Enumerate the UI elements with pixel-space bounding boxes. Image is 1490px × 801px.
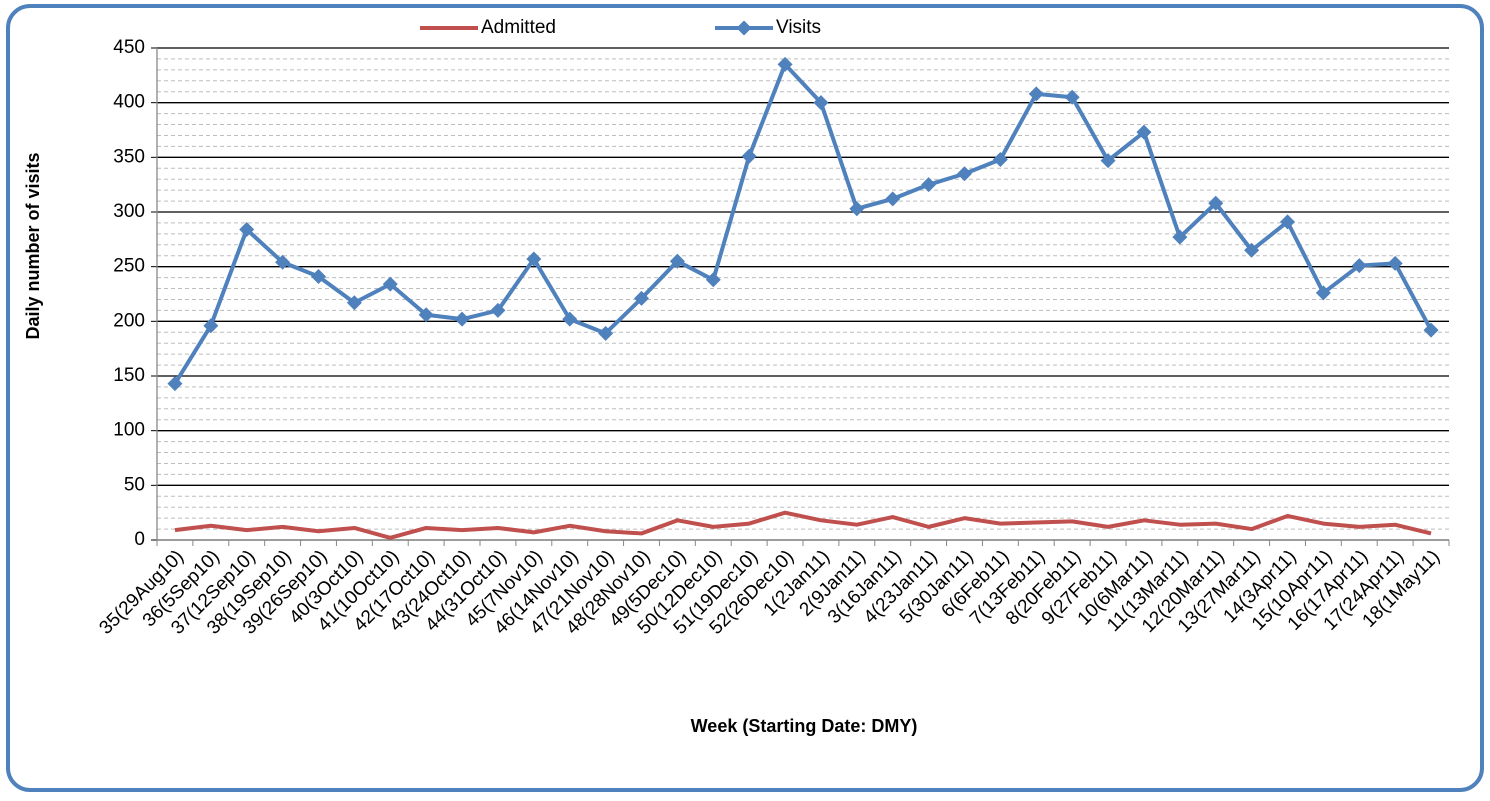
data-point — [382, 276, 398, 292]
data-point — [1280, 214, 1295, 230]
data-point — [1172, 229, 1188, 245]
data-point — [1244, 242, 1260, 258]
data-point — [1028, 86, 1044, 102]
y-tick-label: 200 — [113, 310, 145, 331]
data-point — [849, 201, 865, 217]
data-point — [705, 272, 721, 288]
data-point — [346, 295, 362, 311]
data-point — [634, 290, 649, 306]
y-tick-label: 150 — [113, 365, 145, 386]
data-point — [490, 302, 506, 318]
data-point — [741, 148, 757, 164]
data-point — [1315, 285, 1331, 301]
legend-label: Admitted — [481, 17, 556, 38]
data-point — [813, 95, 829, 111]
data-point — [669, 253, 685, 269]
y-tick-label: 100 — [113, 420, 145, 441]
data-point — [203, 318, 219, 334]
data-point — [1423, 322, 1439, 338]
data-point — [1064, 89, 1080, 105]
y-tick-label: 250 — [113, 256, 145, 277]
y-tick-label: 300 — [113, 201, 145, 222]
data-point — [777, 56, 793, 72]
data-point — [598, 325, 614, 341]
data-point — [418, 307, 434, 323]
y-tick-label: 0 — [134, 529, 145, 550]
series-line — [173, 62, 1433, 385]
data-point — [1387, 255, 1403, 271]
data-point — [885, 191, 901, 207]
data-point — [562, 311, 578, 327]
y-tick-label: 350 — [113, 146, 145, 167]
y-axis-title: Daily number of visits — [23, 152, 43, 339]
data-point — [239, 221, 255, 237]
data-point — [1100, 153, 1116, 169]
data-point — [275, 254, 291, 270]
y-tick-label: 50 — [124, 474, 145, 495]
legend-label: Visits — [776, 17, 821, 38]
y-tick-label: 400 — [113, 92, 145, 113]
data-point — [957, 166, 972, 182]
data-point — [311, 269, 326, 285]
x-axis-title: Week (Starting Date: DMY) — [691, 716, 918, 736]
data-point — [1351, 258, 1367, 274]
y-tick-label: 450 — [113, 37, 145, 58]
data-point — [992, 152, 1008, 168]
data-point — [1208, 195, 1224, 211]
data-point — [454, 311, 470, 327]
data-point — [167, 376, 183, 392]
data-point — [921, 177, 937, 193]
legend-marker — [736, 20, 752, 36]
data-point — [526, 251, 542, 267]
data-point — [1136, 124, 1152, 140]
series-line — [174, 510, 1432, 540]
